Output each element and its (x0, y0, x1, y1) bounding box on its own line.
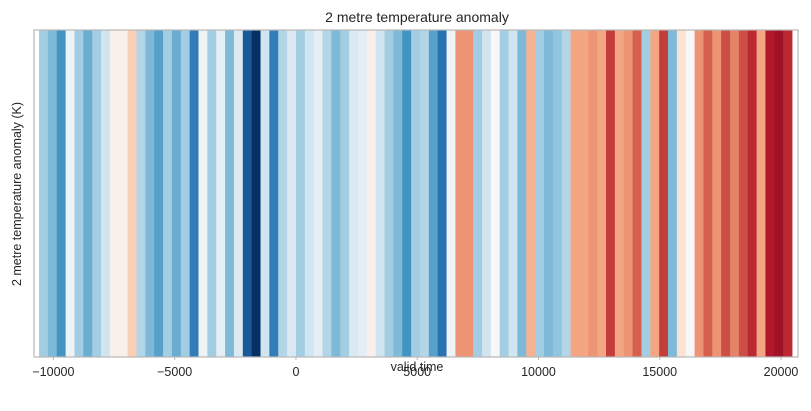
stripe-72 (676, 30, 687, 357)
stripes-group (39, 30, 793, 357)
stripe-59 (561, 30, 571, 357)
stripe-5 (83, 30, 93, 357)
stripe-76 (712, 30, 722, 357)
stripe-78 (730, 30, 740, 357)
stripe-54 (517, 30, 527, 357)
stripe-84 (783, 30, 793, 357)
stripe-2 (56, 30, 67, 357)
stripe-73 (685, 30, 695, 357)
x-tick-label: 15000 (642, 365, 677, 379)
stripe-57 (543, 30, 554, 357)
stripe-28 (287, 30, 297, 357)
stripe-16 (180, 30, 191, 357)
x-tick-label: 5000 (403, 365, 431, 379)
stripe-31 (313, 30, 323, 357)
stripe-8 (109, 30, 120, 357)
stripe-83 (774, 30, 784, 357)
stripe-11 (136, 30, 146, 357)
stripe-1 (47, 30, 58, 357)
stripe-12 (145, 30, 155, 357)
x-tick-label: 10000 (521, 365, 556, 379)
stripe-64 (606, 30, 616, 357)
stripe-24 (251, 30, 261, 357)
x-axis-label: valid time (391, 360, 444, 374)
stripe-29 (295, 30, 306, 357)
x-tick-label: 0 (292, 365, 299, 379)
stripe-15 (171, 30, 182, 357)
stripe-20 (216, 30, 226, 357)
stripe-0 (39, 30, 49, 357)
stripe-66 (623, 30, 633, 357)
stripe-40 (393, 30, 403, 357)
stripe-22 (233, 30, 244, 357)
stripe-68 (641, 30, 651, 357)
stripe-19 (207, 30, 217, 357)
stripe-13 (154, 30, 164, 357)
stripe-70 (659, 30, 669, 357)
stripe-3 (65, 30, 75, 357)
stripe-82 (765, 30, 775, 357)
stripe-49 (473, 30, 483, 357)
stripe-63 (597, 30, 607, 357)
stripe-36 (357, 30, 368, 357)
stripe-74 (694, 30, 704, 357)
stripe-39 (384, 30, 394, 357)
stripe-48 (464, 30, 474, 357)
stripe-25 (260, 30, 270, 357)
stripe-61 (579, 30, 589, 357)
stripe-10 (127, 30, 137, 357)
stripe-17 (189, 30, 199, 357)
stripe-42 (411, 30, 421, 357)
stripe-50 (481, 30, 492, 357)
stripe-38 (375, 30, 385, 357)
stripe-60 (570, 30, 580, 357)
stripe-32 (322, 30, 332, 357)
stripe-4 (74, 30, 84, 357)
stripe-34 (340, 30, 350, 357)
stripe-46 (446, 30, 456, 357)
stripe-58 (552, 30, 563, 357)
x-tick-label: −5000 (157, 365, 192, 379)
plot-frame (33, 29, 799, 358)
stripe-77 (721, 30, 731, 357)
stripe-6 (92, 30, 102, 357)
stripe-9 (118, 30, 129, 357)
stripe-30 (304, 30, 315, 357)
stripe-81 (756, 30, 766, 357)
stripe-41 (402, 30, 412, 357)
stripe-45 (437, 30, 447, 357)
stripe-33 (331, 30, 341, 357)
stripe-53 (508, 30, 518, 357)
stripe-62 (588, 30, 598, 357)
stripe-56 (535, 30, 545, 357)
x-tick-label: −10000 (32, 365, 74, 379)
stripe-14 (163, 30, 173, 357)
stripe-69 (650, 30, 660, 357)
stripe-7 (101, 30, 111, 357)
stripe-51 (490, 30, 501, 357)
stripe-75 (703, 30, 713, 357)
stripe-67 (632, 30, 642, 357)
y-axis-label: 2 metre temperature anomaly (K) (10, 102, 24, 286)
stripe-80 (747, 30, 758, 357)
stripe-65 (614, 30, 625, 357)
stripe-71 (668, 30, 678, 357)
stripe-52 (499, 30, 509, 357)
stripe-21 (225, 30, 235, 357)
stripe-35 (349, 30, 359, 357)
stripe-18 (198, 30, 208, 357)
stripe-37 (366, 30, 377, 357)
stripe-55 (526, 30, 536, 357)
stripe-79 (738, 30, 749, 357)
chart-title: 2 metre temperature anomaly (325, 9, 509, 25)
stripe-47 (455, 30, 465, 357)
x-axis-ticks: −10000 −5000 0 5000 10000 15000 20000 (32, 357, 798, 379)
stripe-44 (428, 30, 439, 357)
x-tick-label: 20000 (764, 365, 799, 379)
stripe-23 (242, 30, 253, 357)
stripe-26 (269, 30, 279, 357)
stripe-43 (419, 30, 430, 357)
stripe-27 (278, 30, 288, 357)
